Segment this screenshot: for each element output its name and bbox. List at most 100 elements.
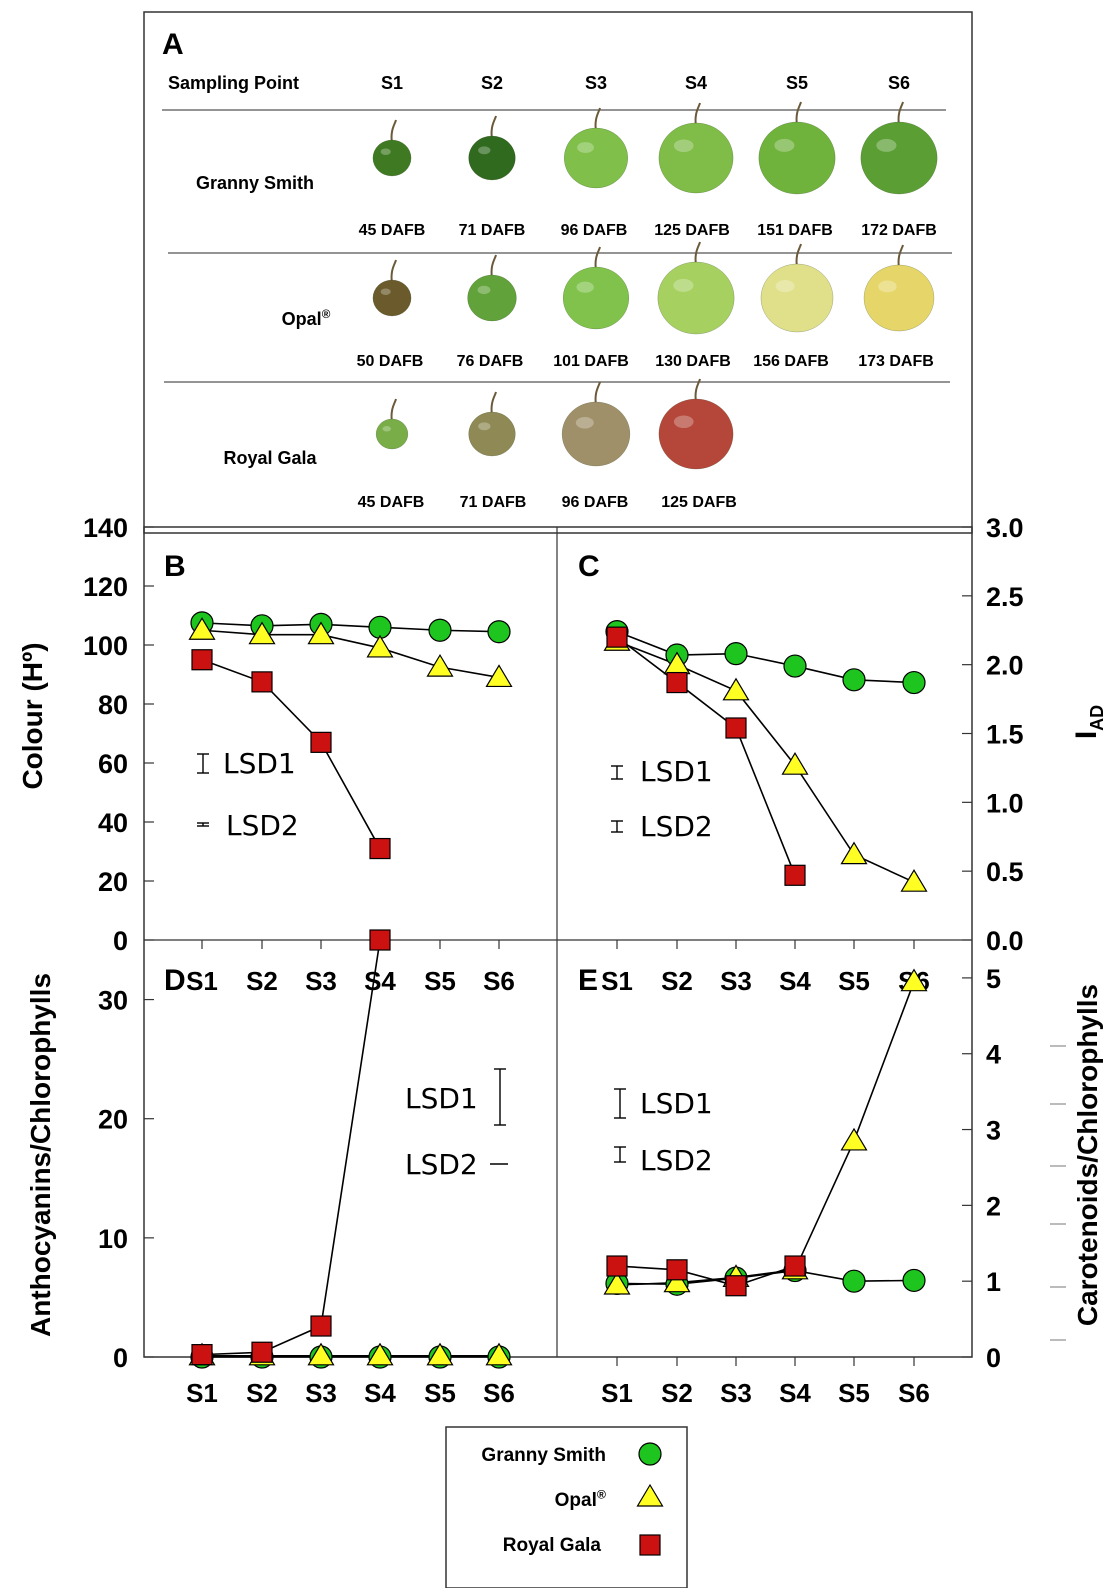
point-royal-gala <box>191 649 213 671</box>
fruit-stem <box>390 259 397 284</box>
stage-header-s1: S1 <box>381 73 403 93</box>
lsd2-label-b: LSD2 <box>226 809 299 842</box>
point-opal <box>248 621 276 645</box>
x-tick-label-e-5: S5 <box>838 1378 870 1408</box>
fruit-highlight <box>478 422 491 431</box>
point-opal <box>366 1342 394 1366</box>
dafb-label-2-2: 76 DAFB <box>457 353 524 370</box>
y-tick-label-b: 120 <box>83 572 128 602</box>
point-royal-gala <box>784 1255 806 1277</box>
row-label-3: Royal Gala <box>223 448 317 468</box>
legend-marker-circle <box>638 1442 662 1466</box>
y-axis-title-d: Anthocyanins/Chlorophylls <box>25 973 56 1337</box>
point-opal <box>722 677 750 701</box>
fruit-body <box>563 127 629 189</box>
point-opal <box>426 1342 454 1366</box>
fruit-stem <box>795 101 802 126</box>
legend-marker-square <box>639 1534 661 1556</box>
y-axis-title-e: Carotenoids/Chlorophylls <box>1072 984 1103 1326</box>
plot-outer-frame <box>143 526 973 1358</box>
y-tick-label-e: 1 <box>986 1267 1001 1297</box>
legend-label-2: Opal® <box>555 1487 606 1511</box>
fruit-2-6 <box>863 244 935 332</box>
x-tick-label-e-4: S4 <box>779 1378 811 1408</box>
lsd1-label-e: LSD1 <box>640 1087 713 1120</box>
lsd2-bar-e <box>614 1146 626 1163</box>
fruit-stem <box>795 243 802 268</box>
stage-header-s5: S5 <box>786 73 808 93</box>
y-tick-label-b: 140 <box>83 513 128 543</box>
dafb-label-1-6: 172 DAFB <box>861 222 937 239</box>
point-granny-smith <box>842 668 866 692</box>
stage-header-s2: S2 <box>481 73 503 93</box>
x-tick-label-c-2: S2 <box>661 966 693 996</box>
lsd1-label-c: LSD1 <box>640 755 713 788</box>
dafb-label-3-1: 45 DAFB <box>358 494 425 511</box>
lsd1-bar-d <box>494 1068 506 1126</box>
y-tick-label-b: 0 <box>113 926 128 956</box>
point-royal-gala <box>725 717 747 739</box>
fruit-stem <box>594 246 601 271</box>
legend-marker-triangle <box>636 1483 664 1507</box>
x-tick-label-b-6: S6 <box>483 966 515 996</box>
point-granny-smith <box>487 620 511 644</box>
fruit-highlight <box>382 426 391 432</box>
point-royal-gala <box>666 1259 688 1281</box>
series-line <box>616 1269 915 1286</box>
fruit-highlight <box>575 417 594 429</box>
y-tick-label-d: 0 <box>113 1343 128 1373</box>
panel-e: ES1 S2 S3 S4 S5 S6 <box>578 964 930 1408</box>
point-opal <box>900 869 928 892</box>
point-royal-gala <box>191 1344 213 1366</box>
y-tick-label-e: 3 <box>986 1116 1001 1146</box>
x-tick-label-d-2: S2 <box>246 1378 278 1408</box>
series-line <box>616 1265 796 1287</box>
lsd1-label-d: LSD1 <box>405 1082 478 1115</box>
point-royal-gala <box>606 1255 628 1277</box>
fruit-stem <box>390 398 397 423</box>
fruit-1-6 <box>860 101 938 195</box>
dafb-label-2-1: 50 DAFB <box>357 353 424 370</box>
x-tick-label-e-2: S2 <box>661 1378 693 1408</box>
y-tick-label-c: 0.0 <box>986 926 1024 956</box>
x-tick-label-b-5: S5 <box>424 966 456 996</box>
point-opal <box>485 664 513 688</box>
x-tick-label-e-1: S1 <box>601 1378 633 1408</box>
y-tick-label-b: 40 <box>98 808 128 838</box>
panel-letter-c: C <box>578 550 600 583</box>
fruit-body <box>657 261 735 335</box>
y-tick-label-c: 2.5 <box>986 582 1024 612</box>
dafb-label-3-2: 71 DAFB <box>460 494 527 511</box>
point-opal <box>485 1342 513 1366</box>
lsd1-label-b: LSD1 <box>223 747 296 780</box>
fruit-highlight <box>478 146 491 155</box>
legend-label-1: Granny Smith <box>481 1445 606 1466</box>
point-opal <box>307 1342 335 1366</box>
point-opal <box>603 1271 631 1295</box>
y-axis-title-c: IAD <box>1070 705 1107 739</box>
fruit-highlight <box>380 288 391 295</box>
dafb-label-1-4: 125 DAFB <box>654 222 730 239</box>
point-royal-gala <box>606 626 628 648</box>
series-line <box>616 981 915 1286</box>
lsd1-bar-b <box>197 753 209 774</box>
point-royal-gala <box>310 731 332 753</box>
point-opal <box>426 653 454 677</box>
fruit-body <box>468 411 516 457</box>
fruit-3-1 <box>375 398 409 450</box>
fruit-highlight <box>673 415 694 429</box>
y-tick-label-c: 1.5 <box>986 720 1024 750</box>
point-granny-smith <box>783 654 807 678</box>
x-tick-label-c-3: S3 <box>720 966 752 996</box>
series-line <box>616 636 796 876</box>
dafb-label-1-1: 45 DAFB <box>359 222 426 239</box>
fruit-body <box>860 121 938 195</box>
fruit-1-3 <box>563 107 629 189</box>
fruit-1-1 <box>372 119 412 177</box>
fruit-body <box>372 279 412 317</box>
fruit-body <box>375 418 409 450</box>
x-tick-label-b-2: S2 <box>246 966 278 996</box>
fruit-1-2 <box>468 115 516 181</box>
fruit-3-2 <box>468 391 516 457</box>
point-royal-gala <box>251 1341 273 1363</box>
